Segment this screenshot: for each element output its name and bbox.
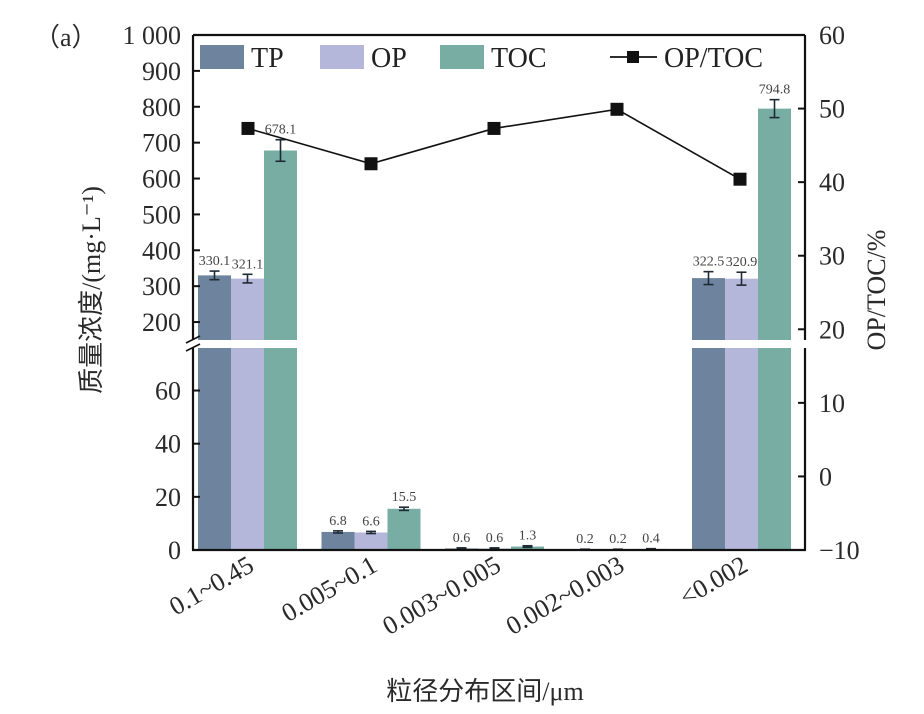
marker-op-toc-2 (487, 121, 501, 135)
bar-op-0 (231, 278, 264, 340)
data-label-op-0: 321.1 (232, 257, 264, 272)
left-tick-label-40: 40 (155, 430, 181, 459)
legend-label-op-toc: OP/TOC (664, 43, 763, 74)
legend-item-toc: TOC (440, 43, 547, 74)
error-bar-tp-4 (703, 270, 714, 286)
data-label-toc-3: 0.4 (642, 532, 660, 547)
bar-tp-1 (321, 531, 355, 550)
data-label-toc-1: 15.5 (392, 490, 417, 505)
data-label-tp-3: 0.2 (576, 532, 594, 547)
legend-swatch-toc (440, 45, 484, 69)
legend-marker-op-toc (627, 51, 639, 63)
line-layer (241, 102, 747, 186)
left-tick-label-200: 200 (142, 308, 181, 337)
error-bar-toc-1 (399, 506, 409, 512)
x-tick-label-1: 0.005~0.1 (276, 550, 382, 628)
bar-toc-0-lower (264, 348, 297, 550)
legend-item-op: OP (320, 43, 407, 74)
break-mark-left-1 (185, 335, 201, 344)
left-tick-label-600: 600 (142, 165, 181, 194)
legend-label-tp: TP (251, 43, 284, 74)
right-tick-label-10: 10 (819, 389, 845, 418)
data-label-op-3: 0.2 (609, 532, 627, 547)
legend-item-tp: TP (200, 43, 284, 74)
error-bar-op-0 (242, 273, 253, 284)
data-label-toc-0: 678.1 (265, 123, 297, 138)
left-tick-label-0: 0 (168, 536, 181, 565)
y-axis-title-right: OP/TOC/% (862, 230, 891, 351)
data-label-tp-4: 322.5 (693, 255, 725, 270)
line-op-toc (247, 108, 741, 180)
y-axis-title-left: 质量浓度/(mg·L⁻¹) (77, 186, 106, 394)
x-axis-title: 粒径分布区间/μm (386, 677, 583, 706)
data-label-tp-0: 330.1 (199, 254, 231, 269)
legend-item-op-toc: OP/TOC (610, 43, 763, 74)
bar-tp-4 (692, 278, 725, 340)
data-label-op-4: 320.9 (726, 255, 758, 270)
left-tick-label-900: 900 (142, 57, 181, 86)
bar-toc-1 (387, 508, 421, 550)
left-tick-label-700: 700 (142, 129, 181, 158)
panel-label: （a） (34, 23, 98, 52)
error-bar-toc-0 (275, 138, 286, 163)
data-label-op-2: 0.6 (486, 531, 504, 546)
x-tick-label-2: 0.003~0.005 (377, 550, 505, 641)
marker-op-toc-0 (241, 121, 255, 135)
legend-label-op: OP (371, 43, 407, 74)
left-tick-label-800: 800 (142, 93, 181, 122)
right-tick-label-20: 20 (819, 315, 845, 344)
bar-toc-2 (511, 546, 544, 550)
x-tick-label-3: 0.002~0.003 (501, 550, 629, 641)
data-label-toc-4: 794.8 (759, 83, 791, 98)
right-tick-label-40: 40 (819, 168, 845, 197)
bar-toc-4-lower (758, 348, 791, 550)
marker-op-toc-1 (364, 157, 378, 171)
bar-tp-0-lower (198, 348, 231, 550)
bar-toc-4 (758, 108, 791, 340)
bar-op-4 (725, 278, 758, 340)
right-tick-label-0: 0 (819, 462, 832, 491)
break-mark-left-2 (185, 343, 201, 352)
error-bar-op-2 (489, 547, 500, 550)
right-tick-label--10: −10 (819, 536, 860, 565)
error-bar-op-1 (366, 530, 376, 535)
legend-swatch-op (320, 45, 364, 69)
bar-op-4-lower (725, 348, 758, 550)
error-bar-tp-0 (209, 270, 220, 281)
error-bar-toc-2 (522, 544, 533, 549)
legend: TP OP TOC OP/TOC (200, 43, 763, 74)
left-tick-label-60: 60 (155, 377, 181, 406)
legend-swatch-tp (200, 45, 244, 69)
marker-op-toc-4 (733, 172, 747, 186)
marker-op-toc-3 (610, 102, 624, 116)
legend-label-toc: TOC (491, 43, 547, 74)
data-label-tp-2: 0.6 (453, 531, 471, 546)
bar-op-0-lower (231, 348, 264, 550)
bar-tp-0 (198, 275, 231, 340)
x-tick-label-4: <0.002 (675, 550, 753, 612)
right-tick-label-50: 50 (819, 95, 845, 124)
right-tick-label-30: 30 (819, 242, 845, 271)
left-tick-label-500: 500 (142, 200, 181, 229)
error-bar-op-4 (736, 271, 747, 286)
error-bar-toc-4 (769, 98, 780, 119)
bar-tp-4-lower (692, 348, 725, 550)
data-label-op-1: 6.6 (362, 514, 380, 529)
right-tick-label-60: 60 (819, 21, 845, 50)
error-bar-tp-2 (456, 547, 467, 550)
axis-break-gap (194, 340, 804, 348)
left-tick-label-400: 400 (142, 236, 181, 265)
bar-toc-0 (264, 150, 297, 340)
data-label-toc-2: 1.3 (519, 529, 537, 544)
left-tick-label-20: 20 (155, 483, 181, 512)
data-label-tp-1: 6.8 (329, 514, 347, 529)
error-bar-tp-1 (333, 530, 343, 534)
bars-layer: 330.1 6.8 0.6 0.2 322.5 321.1 6.6 0.6 0.2 320.9 67… (194, 83, 804, 551)
bar-op-1 (354, 532, 388, 550)
left-tick-label-300: 300 (142, 272, 181, 301)
left-tick-label-1000: 1 000 (123, 21, 182, 50)
